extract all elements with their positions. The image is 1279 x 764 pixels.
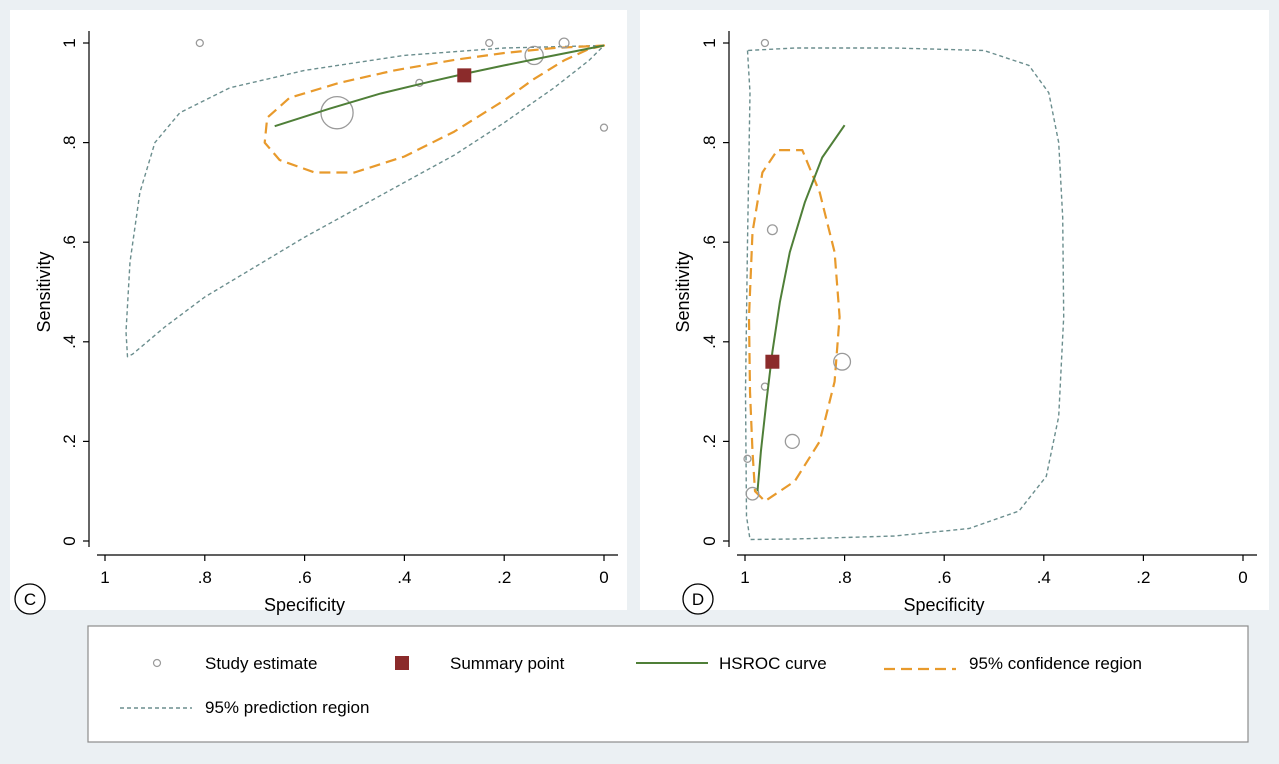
- panel-c-confidence-region: [263, 44, 606, 174]
- panel-c-summary-point: [457, 68, 472, 83]
- panel-c-study-estimate: [599, 123, 609, 132]
- panel-c-badge-label: C: [24, 590, 36, 609]
- panel-d-y-tick-label: .6: [700, 235, 719, 249]
- panel-d-x-tick-label: .2: [1136, 568, 1150, 587]
- panel-d-x-tick-label: .8: [838, 568, 852, 587]
- panel-c-x-tick-label: 0: [599, 568, 608, 587]
- panel-c-y-tick-label: 0: [60, 536, 79, 545]
- panel-d-y-tick-label: 0: [700, 536, 719, 545]
- panel-c-x-tick-label: .8: [198, 568, 212, 587]
- panel-d-badge-label: D: [692, 590, 704, 609]
- legend-prediction-label: 95% prediction region: [205, 698, 369, 717]
- panel-c-x-axis-title: Specificity: [264, 595, 345, 615]
- panel-c-x-tick-label: .6: [298, 568, 312, 587]
- panel-c-y-tick-label: .6: [60, 235, 79, 249]
- panel-c-study-estimate: [320, 96, 354, 130]
- panel-d-x-axis-title: Specificity: [903, 595, 984, 615]
- panel-c-chart: 1 .8 .6 .4 .2 0 0 .2 .4 .6 .8 1 Specificity Sensitivi…: [10, 10, 627, 615]
- panel-d-badge-circle: [682, 583, 714, 615]
- panel-c-y-axis-title: Sensitivity: [34, 251, 54, 332]
- panel-d-plot-area: [640, 10, 1269, 610]
- panel-d-y-tick-label: .8: [700, 136, 719, 150]
- legend-summary-symbol: [395, 656, 409, 670]
- panel-d-study-estimate: [766, 224, 778, 236]
- panel-d-study-estimate: [743, 454, 752, 463]
- panel-d-y-tick-label: .4: [700, 335, 719, 349]
- panel-d-study-estimate: [760, 38, 770, 48]
- panel-d-confidence-region: [747, 149, 841, 503]
- legend-summary-label: Summary point: [450, 654, 565, 673]
- panel-c-prediction-region: [125, 44, 605, 358]
- panel-d-study-estimate: [784, 433, 800, 450]
- panel-d-summary-point: [765, 354, 780, 369]
- panel-c-plot-area: [10, 10, 627, 610]
- legend-confidence-label: 95% confidence region: [969, 654, 1142, 673]
- panel-d-study-estimate: [745, 486, 760, 501]
- panel-c-x-tick-label: .2: [497, 568, 511, 587]
- panel-c-badge-circle: [14, 583, 46, 615]
- panel-c-y-tick-label: .2: [60, 434, 79, 448]
- legend-hsroc-label: HSROC curve: [719, 654, 827, 673]
- panel-c-study-estimate: [195, 38, 204, 48]
- panel-d-x-tick-label: .4: [1037, 568, 1051, 587]
- panel-c-x-tick-label: 1: [100, 568, 109, 587]
- panel-c-study-estimate: [524, 45, 544, 66]
- panel-d-y-tick-label: 1: [700, 38, 719, 47]
- panel-d-x-tick-label: .6: [937, 568, 951, 587]
- panel-d-y-axis-title: Sensitivity: [673, 251, 693, 332]
- legend-study-symbol: [152, 658, 162, 668]
- panel-d-x-tick-label: 1: [740, 568, 749, 587]
- panel-c-study-estimate: [558, 37, 570, 49]
- legend-study-label: Study estimate: [205, 654, 317, 673]
- legend-box: [87, 625, 1249, 743]
- panel-c-y-tick-label: 1: [60, 38, 79, 47]
- panel-c-y-tick-label: .8: [60, 136, 79, 150]
- legend: Study estimate Summary point HSROC curve 95…: [87, 625, 1249, 743]
- panel-c-x-tick-label: .4: [397, 568, 411, 587]
- panel-c-study-estimate: [485, 38, 494, 48]
- panel-d-prediction-region: [744, 47, 1065, 541]
- panel-d-study-estimate: [833, 352, 852, 371]
- panel-c-y-tick-label: .4: [60, 335, 79, 349]
- panel-d-y-tick-label: .2: [700, 434, 719, 448]
- panel-d-hsroc-curve: [756, 124, 846, 492]
- panel-d-x-tick-label: 0: [1238, 568, 1247, 587]
- panel-d-chart: 1 .8 .6 .4 .2 0 0 .2 .4 .6 .8 1 Specificity Sensitivi…: [640, 10, 1269, 615]
